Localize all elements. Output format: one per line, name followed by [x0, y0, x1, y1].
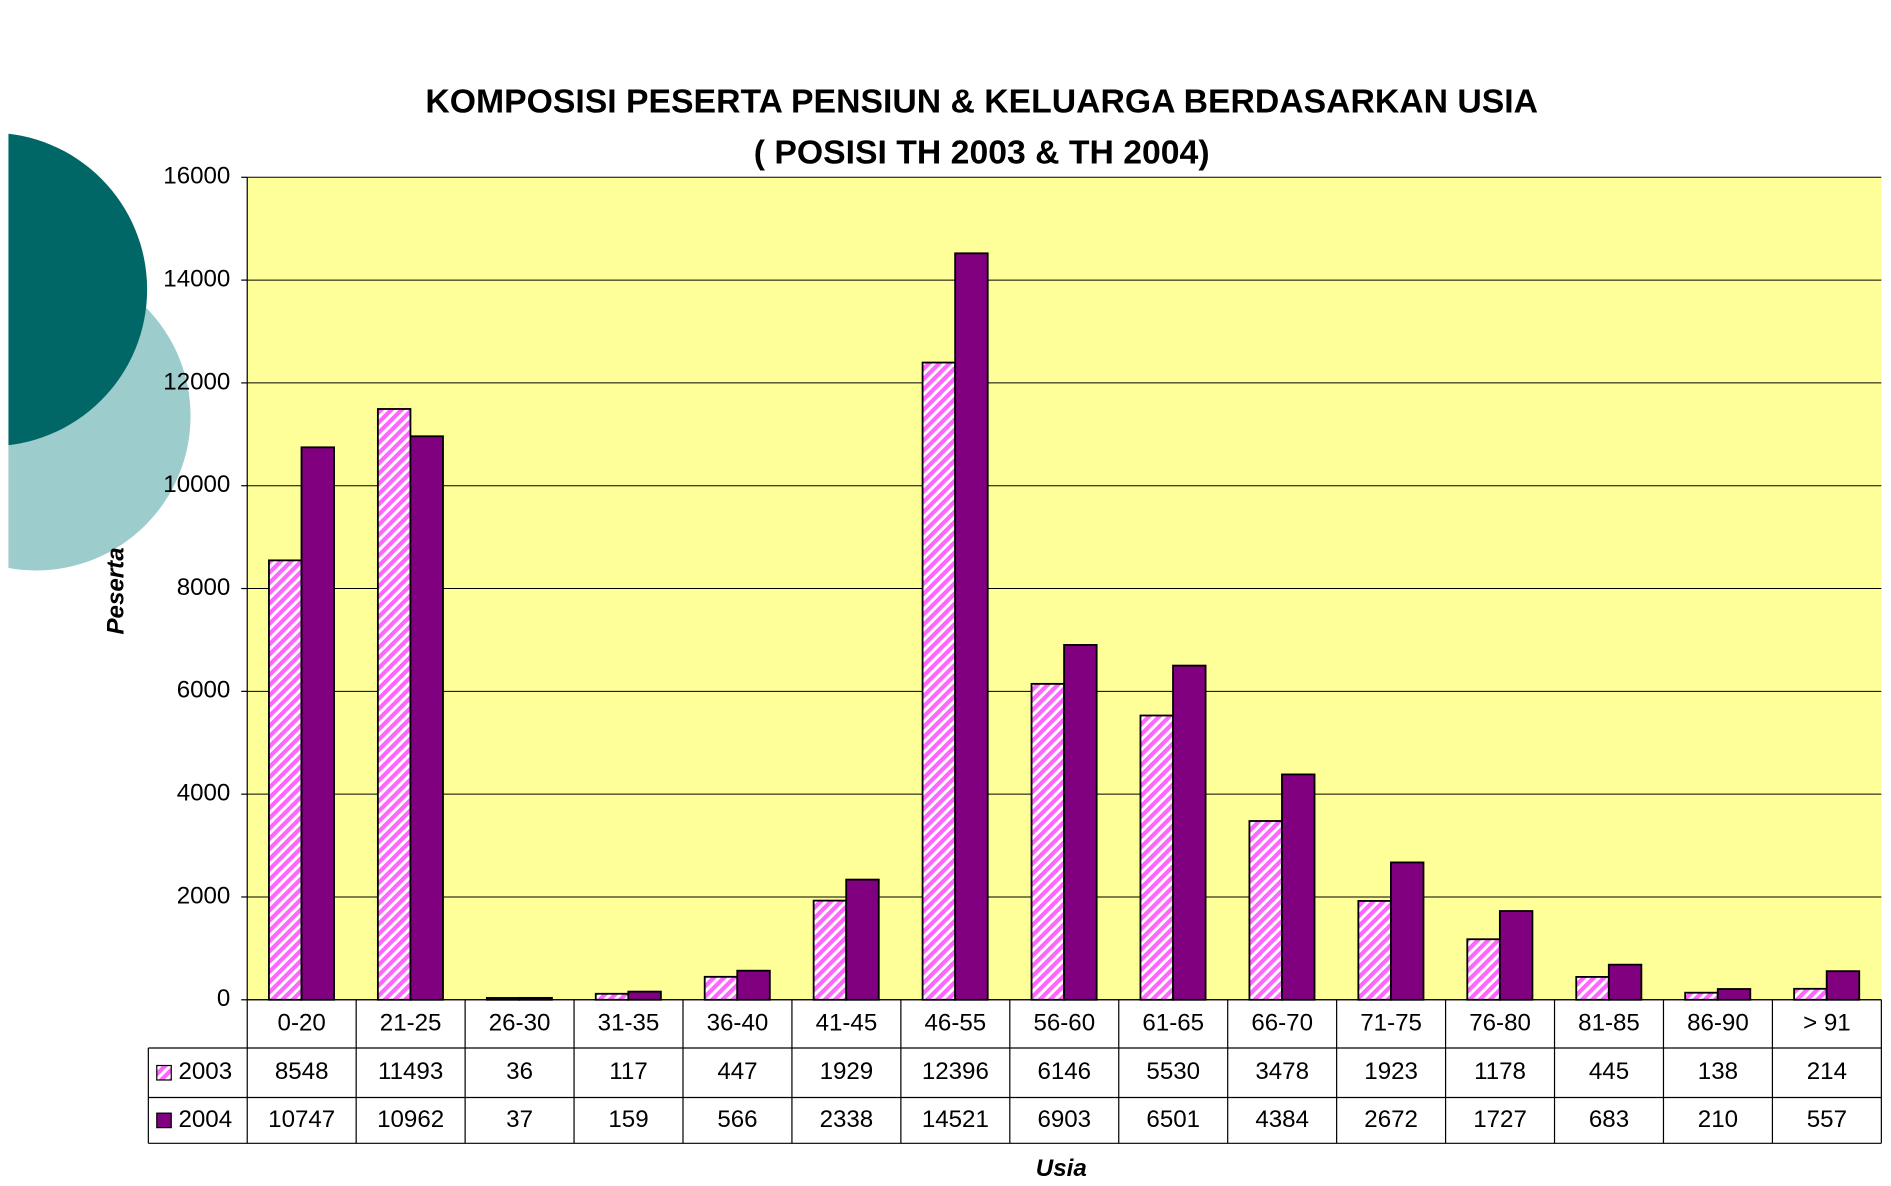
legend-key: [156, 1064, 172, 1081]
bar: [1684, 991, 1719, 1001]
y-tick-label: 14000: [163, 265, 230, 292]
x-tick-label: 66-70: [1251, 1009, 1313, 1036]
bar: [376, 408, 412, 1001]
table-value: 12396: [922, 1058, 989, 1085]
legend-key: [156, 1112, 172, 1129]
bar: [1793, 987, 1828, 1001]
table-value: 8548: [275, 1058, 329, 1085]
x-tick-label: 81-85: [1578, 1009, 1640, 1036]
table-value: 36: [506, 1058, 533, 1085]
x-tick-label: 41-45: [816, 1009, 878, 1036]
table-value: 445: [1589, 1058, 1629, 1085]
y-tick-label: 2000: [177, 882, 231, 909]
x-tick-label: 36-40: [707, 1009, 769, 1036]
table-value: 10962: [377, 1106, 444, 1133]
chart-subtitle: ( POSISI TH 2003 & TH 2004): [754, 133, 1210, 171]
bar: [1466, 938, 1501, 1001]
y-tick-label: 8000: [177, 574, 231, 601]
x-tick-label: 76-80: [1469, 1009, 1531, 1036]
y-tick-label: 6000: [177, 677, 231, 704]
table-value: 557: [1807, 1106, 1847, 1133]
bar: [1281, 773, 1316, 1001]
table-value: 10747: [268, 1106, 335, 1133]
table-value: 5530: [1146, 1058, 1200, 1085]
bar: [627, 990, 662, 1001]
x-tick-label: 46-55: [925, 1009, 987, 1036]
bar: [1357, 900, 1392, 1001]
table-value: 14521: [922, 1106, 989, 1133]
x-tick-label: 26-30: [489, 1009, 551, 1036]
table-value: 6903: [1037, 1106, 1091, 1133]
bar: [1172, 664, 1207, 1001]
bar: [1139, 714, 1174, 1001]
bar: [1390, 861, 1425, 1001]
x-axis-label: Usia: [1036, 1155, 1087, 1182]
x-tick-label: 21-25: [380, 1009, 442, 1036]
table-value: 3478: [1255, 1058, 1309, 1085]
y-tick-label: 10000: [163, 471, 230, 498]
table-value: 11493: [378, 1058, 443, 1085]
bar: [1030, 682, 1065, 1001]
y-tick-label: 4000: [177, 780, 231, 807]
decor-edge: [0, 0, 9, 1186]
table-value: 214: [1807, 1058, 1847, 1085]
table-value: 117: [609, 1058, 647, 1085]
table-value: 6501: [1146, 1106, 1200, 1133]
bar: [845, 878, 880, 1001]
table-value: 1178: [1474, 1058, 1526, 1085]
y-tick-label: 0: [217, 985, 230, 1012]
y-axis-label: Peserta: [102, 547, 129, 634]
bar: [1248, 820, 1283, 1001]
x-tick-label: 61-65: [1142, 1009, 1204, 1036]
chart-title: KOMPOSISI PESERTA PENSIUN & KELUARGA BER…: [425, 83, 1538, 121]
x-tick-label: > 91: [1803, 1009, 1851, 1036]
bar: [954, 252, 989, 1001]
table-value: 37: [506, 1106, 533, 1133]
decor-circle: [0, 132, 148, 446]
bar: [268, 559, 303, 1001]
bar: [1575, 976, 1610, 1001]
table-value: 1923: [1364, 1058, 1418, 1085]
table-value: 138: [1698, 1058, 1738, 1085]
bar: [300, 446, 335, 1001]
bar: [409, 435, 444, 1001]
table-value: 159: [608, 1106, 648, 1133]
table-value: 1929: [820, 1058, 874, 1085]
table-value: 2338: [820, 1106, 874, 1133]
table-value: 447: [717, 1058, 757, 1085]
x-tick-label: 31-35: [598, 1009, 660, 1036]
table-value: 4384: [1255, 1106, 1309, 1133]
bar: [1607, 963, 1643, 1001]
table-value: 210: [1698, 1106, 1738, 1133]
table-value: 1727: [1473, 1106, 1527, 1133]
table-value: 683: [1589, 1106, 1629, 1133]
bar: [921, 361, 957, 1001]
table-value: 2672: [1364, 1106, 1418, 1133]
bar: [594, 992, 630, 1001]
legend-label: 2004: [178, 1106, 232, 1133]
table-value: 6146: [1037, 1058, 1091, 1085]
bar: [1716, 988, 1752, 1001]
x-tick-label: 56-60: [1033, 1009, 1095, 1036]
bar: [1498, 910, 1534, 1001]
x-tick-label: 86-90: [1687, 1009, 1749, 1036]
table-value: 566: [717, 1106, 757, 1133]
bar: [812, 899, 848, 1001]
x-tick-label: 0-20: [278, 1009, 326, 1036]
y-tick-label: 12000: [163, 368, 230, 395]
bar: [703, 975, 739, 1001]
legend-label: 2003: [178, 1058, 232, 1085]
x-tick-label: 71-75: [1360, 1009, 1422, 1036]
y-tick-label: 16000: [163, 163, 230, 190]
bar: [1063, 644, 1098, 1001]
bar: [736, 969, 771, 1001]
bar: [1825, 970, 1861, 1001]
